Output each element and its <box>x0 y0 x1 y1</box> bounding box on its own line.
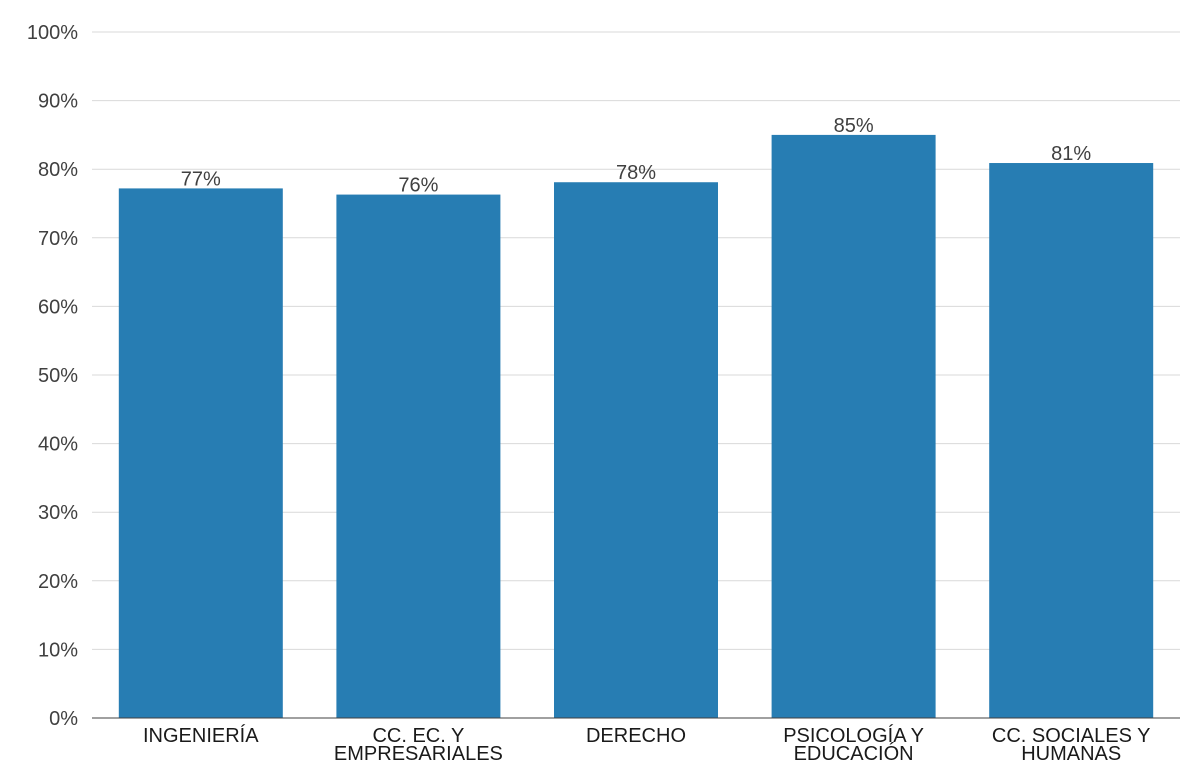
data-label: 81% <box>1051 143 1091 165</box>
y-tick-label: 50% <box>38 365 78 387</box>
x-category-label: HUMANAS <box>1021 743 1121 764</box>
y-axis-tick-labels: 0% 10% 20% 30% 40% 50% 60% 70% 80% 90% 100% <box>27 22 78 730</box>
y-tick-label: 100% <box>27 22 78 44</box>
y-tick-label: 80% <box>38 159 78 181</box>
y-tick-label: 10% <box>38 639 78 661</box>
data-label: 85% <box>834 115 874 137</box>
bar <box>989 163 1154 718</box>
x-category-label: CC. EC. Y <box>372 725 464 747</box>
y-tick-label: 30% <box>38 502 78 524</box>
data-labels: 77% 76% 78% 85% 81% <box>181 115 1092 197</box>
y-tick-label: 70% <box>38 228 78 250</box>
x-category-label: EDUCACIÓN <box>794 742 914 764</box>
data-label: 76% <box>398 175 438 197</box>
x-category-label: INGENIERÍA <box>143 724 259 747</box>
bar <box>336 194 501 718</box>
x-category-label: PSICOLOGÍA Y <box>783 724 924 747</box>
bar <box>554 182 718 718</box>
bar <box>771 134 936 718</box>
data-label: 78% <box>616 162 656 184</box>
data-label: 77% <box>181 168 221 190</box>
y-tick-label: 20% <box>38 571 78 593</box>
x-category-label: CC. SOCIALES Y <box>992 725 1151 747</box>
y-tick-label: 40% <box>38 434 78 456</box>
y-tick-label: 60% <box>38 296 78 318</box>
x-category-label: EMPRESARIALES <box>334 743 503 764</box>
x-category-label: DERECHO <box>586 725 686 747</box>
bar <box>118 188 283 718</box>
bars <box>118 134 1154 718</box>
y-tick-label: 0% <box>49 708 78 730</box>
y-tick-label: 90% <box>38 91 78 113</box>
